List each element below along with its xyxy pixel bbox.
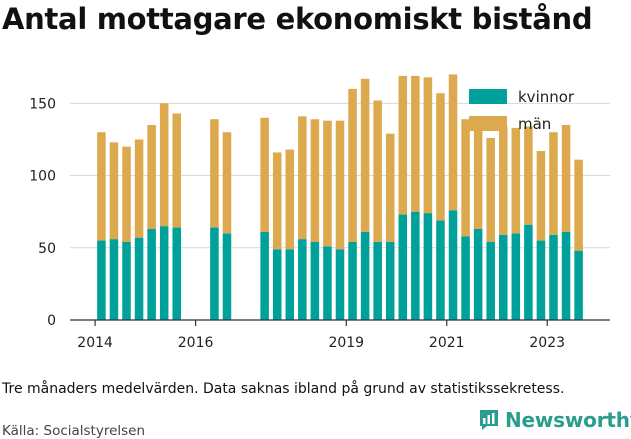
- bars: [97, 74, 583, 320]
- legend: kvinnor män: [469, 88, 575, 133]
- legend-swatch: [469, 89, 507, 104]
- bar-kvinnor: [348, 242, 357, 320]
- bar-kvinnor: [172, 227, 182, 320]
- bar-man: [348, 88, 357, 242]
- bar-kvinnor: [159, 226, 169, 320]
- bar-kvinnor: [398, 214, 408, 320]
- bar-kvinnor: [134, 237, 144, 320]
- bar-man: [561, 125, 571, 232]
- bar-man: [498, 126, 508, 235]
- y-tick-label: 50: [38, 241, 56, 257]
- legend-label: kvinnor: [518, 88, 575, 106]
- x-tick-label: 2023: [529, 335, 565, 351]
- bar-kvinnor: [298, 239, 307, 320]
- x-tick-label: 2019: [328, 335, 364, 351]
- bar-kvinnor: [222, 233, 232, 320]
- bar-man: [147, 125, 156, 229]
- bar-man: [134, 139, 144, 238]
- bar-kvinnor: [310, 242, 320, 320]
- bar-kvinnor: [360, 231, 370, 320]
- bar-man: [536, 151, 546, 241]
- bar-kvinnor: [436, 220, 445, 320]
- bar-man: [335, 120, 345, 250]
- bar-kvinnor: [536, 240, 546, 320]
- bar-man: [272, 152, 282, 250]
- bar-man: [172, 113, 182, 228]
- bar-kvinnor: [285, 249, 295, 320]
- legend-label: män: [518, 115, 551, 133]
- y-axis-ticks: 0 50 100 150: [29, 96, 56, 329]
- x-axis-ticks: 2014 2016 2019 2021 2023: [77, 320, 565, 351]
- bar-man: [385, 133, 395, 242]
- bar-kvinnor: [373, 242, 382, 320]
- newsworthy-logo: Newsworthy: [478, 408, 631, 432]
- bar-kvinnor: [498, 234, 508, 320]
- bar-man: [109, 142, 119, 240]
- bar-man: [298, 116, 307, 240]
- bar-man: [323, 120, 332, 247]
- bar-kvinnor: [549, 234, 558, 320]
- y-tick-label: 0: [47, 313, 56, 329]
- bar-man: [373, 100, 382, 242]
- bar-kvinnor: [147, 229, 156, 320]
- newsworthy-icon: [480, 410, 498, 430]
- bar-man: [222, 132, 232, 234]
- bar-man: [511, 127, 521, 234]
- bar-kvinnor: [109, 239, 119, 320]
- bar-man: [486, 138, 495, 242]
- bar-man: [524, 126, 533, 225]
- x-tick-label: 2021: [429, 335, 465, 351]
- bar-kvinnor: [260, 231, 269, 320]
- bar-kvinnor: [122, 242, 131, 320]
- y-tick-label: 150: [29, 96, 56, 112]
- bar-man: [210, 119, 219, 228]
- bar-kvinnor: [423, 213, 433, 320]
- bar-man: [122, 146, 131, 242]
- bar-kvinnor: [561, 231, 571, 320]
- bar-kvinnor: [97, 240, 106, 320]
- bar-man: [436, 93, 445, 221]
- bar-man: [310, 119, 320, 242]
- bar-kvinnor: [574, 250, 583, 320]
- bar-kvinnor: [473, 229, 483, 320]
- source-text: Källa: Socialstyrelsen: [2, 423, 146, 439]
- bar-kvinnor: [210, 227, 219, 320]
- bar-kvinnor: [335, 249, 345, 320]
- bar-man: [398, 75, 408, 215]
- bar-kvinnor: [524, 224, 533, 320]
- chart-title: Antal mottagare ekonomiskt bistånd: [2, 2, 593, 36]
- bar-man: [97, 132, 106, 241]
- brand-name: Newsworthy: [505, 408, 631, 432]
- bar-man: [285, 149, 295, 250]
- bar-kvinnor: [511, 233, 521, 320]
- bar-kvinnor: [411, 211, 420, 320]
- x-tick-label: 2016: [178, 335, 214, 351]
- bar-man: [423, 77, 433, 214]
- bar-man: [473, 120, 483, 229]
- bar-man: [549, 132, 558, 235]
- bar-kvinnor: [323, 246, 332, 320]
- bar-kvinnor: [461, 236, 470, 320]
- legend-swatch: [469, 116, 507, 131]
- y-tick-label: 100: [29, 169, 56, 185]
- x-tick-label: 2014: [77, 335, 113, 351]
- bar-man: [260, 117, 269, 232]
- bar-man: [360, 78, 370, 232]
- bar-kvinnor: [486, 242, 495, 320]
- bar-man: [448, 74, 458, 211]
- bar-man: [159, 103, 169, 227]
- chart-note: Tre månaders medelvärden. Data saknas ib…: [2, 381, 565, 397]
- bar-man: [461, 119, 470, 237]
- bar-man: [411, 75, 420, 212]
- bar-kvinnor: [272, 249, 282, 320]
- bar-kvinnor: [448, 210, 458, 320]
- bar-kvinnor: [385, 242, 395, 320]
- bar-man: [574, 159, 583, 251]
